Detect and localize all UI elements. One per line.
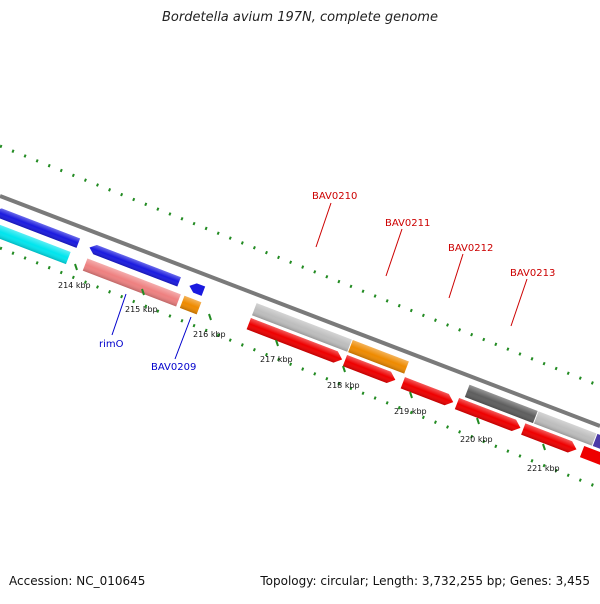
leader-bav0210 — [315, 202, 332, 248]
tick-218 — [342, 365, 346, 373]
gene-gray-light-2-shade — [533, 411, 597, 446]
gene-red-1-shade — [246, 318, 343, 363]
tick-label-218: 218 kbp — [327, 381, 360, 390]
leader-bav0213 — [510, 278, 528, 327]
gene-blue-2-shade — [89, 244, 181, 287]
label-bav0212[interactable]: BAV0212 — [448, 243, 493, 254]
tick-label-214: 214 kbp — [58, 281, 91, 290]
gene-bav0209-shade — [179, 295, 202, 315]
label-bav0213[interactable]: BAV0213 — [510, 268, 555, 279]
reverse-strand-genes — [0, 216, 202, 315]
gene-red-2-shade — [342, 354, 396, 383]
map-title: Bordetella avium 197N, complete genome — [162, 10, 438, 25]
tick-label-219: 219 kbp — [394, 407, 427, 416]
gene-red-4-shade — [454, 397, 521, 432]
leader-rimO — [111, 293, 127, 336]
leader-bav0212 — [448, 253, 464, 299]
gene-bav0211-shade — [348, 340, 409, 374]
red-genes — [246, 318, 600, 476]
gene-labels: BAV0210 BAV0211 BAV0212 BAV0213 rimO BAV… — [99, 191, 555, 373]
tick-217 — [275, 339, 279, 347]
gene-rimO-shade — [82, 258, 181, 307]
gene-red-3-shade — [400, 377, 454, 406]
gene-red-5-shade — [521, 423, 577, 453]
tick-label-215: 215 kbp — [125, 305, 158, 314]
gene-blue-1-shade — [0, 208, 81, 248]
tick-216 — [208, 313, 212, 321]
tick-label-221: 221 kbp — [527, 464, 560, 473]
accession-text: Accession: NC_010645 — [9, 574, 146, 588]
forward-strand-genes — [0, 208, 600, 454]
tick-219 — [409, 391, 413, 399]
gene-purple[interactable] — [592, 433, 600, 454]
tick-label-220: 220 kbp — [460, 435, 493, 444]
gene-cyan-shade — [0, 216, 71, 265]
leader-bav0211 — [385, 228, 403, 277]
label-rimO[interactable]: rimO — [99, 339, 124, 350]
tick-214 — [74, 263, 78, 271]
tick-215 — [141, 288, 145, 296]
label-bav0210[interactable]: BAV0210 — [312, 191, 357, 202]
topology-summary: Topology: circular; Length: 3,732,255 bp… — [260, 574, 590, 588]
gene-bav0210-shade — [252, 303, 352, 352]
gene-blue-small[interactable] — [188, 281, 206, 296]
tick-label-216: 216 kbp — [193, 330, 226, 339]
label-bav0209[interactable]: BAV0209 — [151, 362, 196, 373]
tick-scale: 214 kbp 215 kbp 216 kbp 217 kbp 218 kbp … — [58, 263, 560, 473]
backbone-line — [0, 194, 600, 428]
tick-221 — [542, 443, 546, 451]
gene-bav0213-shade — [464, 384, 538, 424]
gene-red-6[interactable] — [579, 445, 600, 476]
label-bav0211[interactable]: BAV0211 — [385, 218, 430, 229]
tick-220 — [476, 417, 480, 425]
tick-label-217: 217 kbp — [260, 355, 293, 364]
leader-bav0209 — [174, 316, 192, 360]
